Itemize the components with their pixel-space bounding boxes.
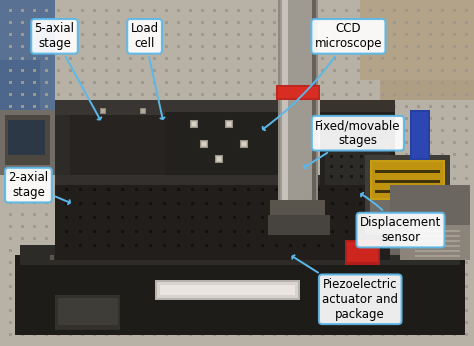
Text: CCD
microscope: CCD microscope: [263, 22, 382, 130]
Text: Fixed/movable
stages: Fixed/movable stages: [304, 119, 401, 169]
Text: Displacement
sensor: Displacement sensor: [360, 193, 441, 244]
Text: Piezoelectric
actuator and
package: Piezoelectric actuator and package: [292, 255, 398, 321]
Text: Load
cell: Load cell: [130, 22, 164, 119]
Text: 5-axial
stage: 5-axial stage: [35, 22, 101, 119]
Text: 2-axial
stage: 2-axial stage: [9, 171, 70, 204]
